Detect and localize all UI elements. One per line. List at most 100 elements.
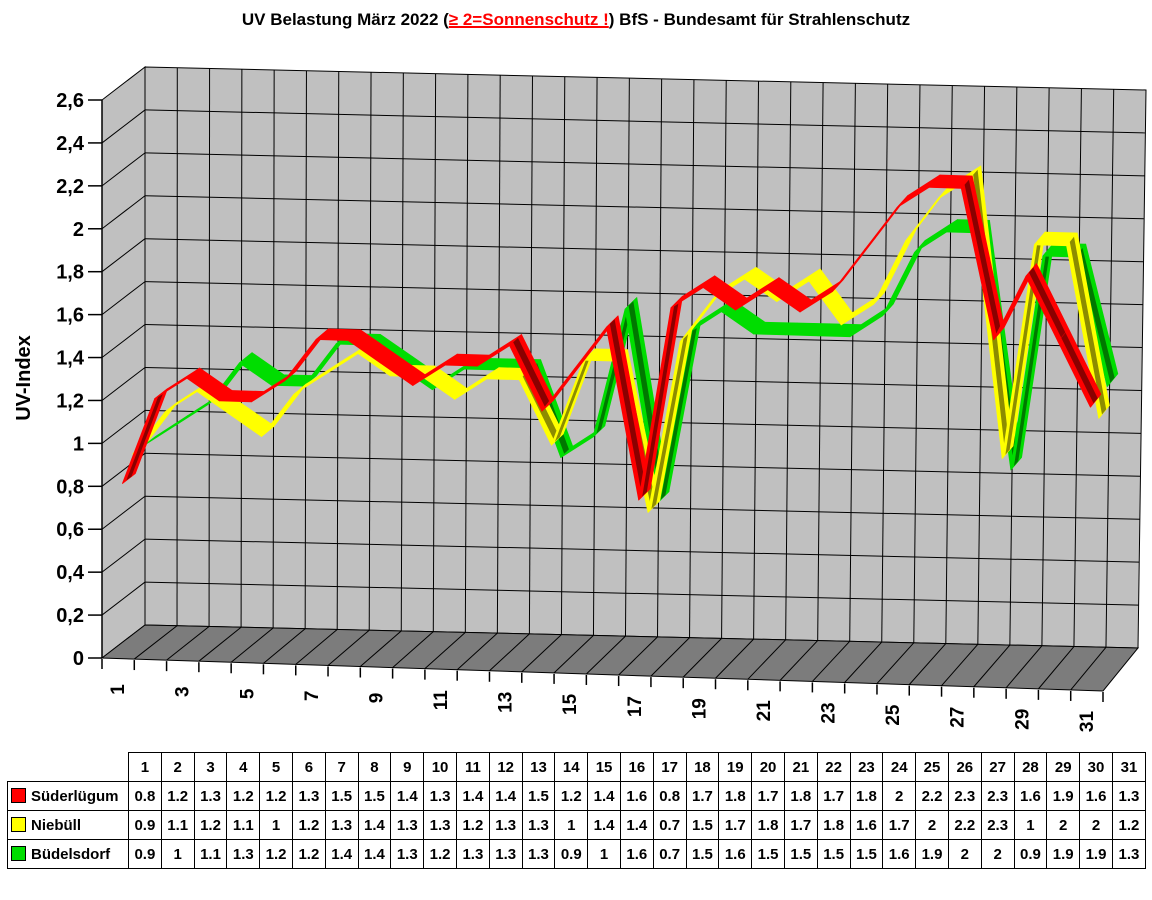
y-axis-tick-label: 2,6: [56, 90, 84, 112]
ribbon-side-face: [554, 352, 592, 442]
table-header-cell: 18: [685, 752, 720, 782]
x-axis-tick-label: 3: [173, 686, 194, 697]
table-value-cell: 1.2: [291, 810, 326, 840]
table-value-cell: 1.9: [1079, 839, 1113, 869]
table-value-cell: 1.6: [619, 839, 654, 869]
ribbon-side-face: [964, 179, 1002, 336]
table-value-cell: 0.9: [128, 810, 162, 840]
table-value-cell: 2: [1046, 810, 1081, 840]
table-value-cell: 0.9: [128, 839, 162, 869]
table-value-cell: 1.3: [226, 839, 261, 869]
table-value-cell: 1.5: [783, 839, 818, 869]
table-header-cell: 31: [1111, 752, 1147, 782]
uv-3d-chart: 0 0,2 0,4 0,6 0,8 1 1,2 1,4 1,6 1,8 2 2,2 2,4 2,6 1 3 5 7…: [13, 65, 1147, 733]
table-value-cell: 1.3: [324, 810, 359, 840]
y-axis-tick-label: 1,6: [56, 305, 84, 327]
table-header-cell: 29: [1046, 752, 1081, 782]
table-header-cell: 17: [652, 752, 687, 782]
table-row: Süderlügum 0.8 1.2 1.3 1.2 1.2 1.3 1.5 1.5 1.4 1.3…: [7, 781, 1147, 811]
ribbon-side-face: [1061, 332, 1098, 404]
y-axis-tick-label: 2,4: [56, 133, 85, 155]
y-axis-tick-label: 0,6: [56, 519, 84, 541]
x-axis-tick-label: 1: [108, 684, 129, 695]
table-value-cell: 1.7: [783, 810, 818, 840]
table-value-cell: 1.3: [1111, 839, 1147, 869]
table-value-cell: 0.9: [1013, 839, 1048, 869]
table-value-cell: 1.5: [521, 781, 556, 811]
table-header-cell: 8: [357, 752, 392, 782]
table-header-cell: 6: [291, 752, 326, 782]
table-value-cell: 1.9: [1046, 781, 1081, 811]
table-header-cell: 24: [882, 752, 917, 782]
table-value-cell: 1.3: [521, 810, 556, 840]
x-axis-tick-label: 9: [367, 693, 388, 704]
table-value-cell: 0.7: [652, 810, 687, 840]
table-header-cell: 12: [488, 752, 523, 782]
chart-title-prefix: UV Belastung März 2022 (: [241, 10, 449, 29]
chart-title-suffix: ) BfS - Bundesamt für Strahlenschutz: [608, 10, 911, 29]
table-header-cell: 19: [718, 752, 753, 782]
table-value-cell: 1.6: [718, 839, 753, 869]
table-header-cell: 23: [849, 752, 884, 782]
table-value-cell: 2: [915, 810, 949, 840]
y-axis-tick-label: 0: [73, 648, 84, 670]
x-axis-tick-label: 13: [496, 692, 517, 713]
series-swatch: [11, 787, 26, 803]
table-header-cell: 13: [521, 752, 556, 782]
table-value-cell: 1.3: [390, 810, 425, 840]
y-axis-tick-label: 2,2: [56, 176, 84, 198]
table-value-cell: 1.3: [1111, 781, 1147, 811]
y-axis-tick-label: 1,2: [56, 390, 84, 412]
table-value-cell: 1.2: [554, 781, 589, 811]
table-header-row: 1 2 3 4 5 6 7 8 9 10 11 12 13 14 15 16 17 18 19 20 21 22 23 24 2…: [8, 752, 1147, 782]
table-value-cell: 1.8: [751, 810, 785, 840]
table-header-cell: 21: [783, 752, 818, 782]
table-header-cell: 1: [128, 752, 162, 782]
table-value-cell: 1.4: [619, 810, 654, 840]
ribbon-side-face: [1078, 248, 1115, 383]
table-value-cell: 1.2: [1111, 810, 1147, 840]
table-header-cell: 20: [751, 752, 785, 782]
x-axis-tick-label: 17: [625, 696, 646, 717]
table-header-cell: 11: [455, 752, 490, 782]
data-table: 1 2 3 4 5 6 7 8 9 10 11 12 13 14 15 16 17 18 19 20 21 22 23 24 2…: [7, 752, 1147, 869]
table-row: Niebüll 0.9 1.1 1.2 1.1 1 1.2 1.3 1.4 1.3 1.3 1.2 1.…: [7, 810, 1147, 840]
table-value-cell: 1.2: [455, 810, 490, 840]
table-value-cell: 1.1: [160, 810, 195, 840]
table-header-cell: 2: [160, 752, 195, 782]
table-value-cell: 2: [947, 839, 982, 869]
table-header-cell: 26: [947, 752, 982, 782]
table-value-cell: 2: [882, 781, 917, 811]
table-header-cell: 10: [423, 752, 457, 782]
table-header-cell: 30: [1079, 752, 1113, 782]
series-label-cell: Niebüll: [7, 810, 129, 840]
chart-title: UV Belastung März 2022 (≥ 2=Sonnenschutz…: [0, 10, 1152, 30]
table-value-cell: 1.6: [1013, 781, 1048, 811]
table-header-cell: 14: [554, 752, 589, 782]
table-value-cell: 1.7: [685, 781, 720, 811]
table-value-cell: 1.3: [488, 810, 523, 840]
table-value-cell: 1.4: [357, 810, 392, 840]
series-swatch: [11, 816, 26, 832]
table-header-cell: 15: [587, 752, 621, 782]
ribbon-side-face: [660, 324, 698, 500]
table-header-cell: 28: [1013, 752, 1048, 782]
table-value-cell: 1.7: [751, 781, 785, 811]
table-value-cell: 1.4: [587, 810, 621, 840]
table-header-cell: 27: [980, 752, 1015, 782]
x-axis-tick-label: 31: [1077, 711, 1098, 733]
table-value-cell: 1.3: [423, 781, 457, 811]
y-axis-tick-label: 0,8: [56, 476, 84, 498]
table-value-cell: 1.4: [587, 781, 621, 811]
series-label-cell: Büdelsdorf: [7, 839, 129, 869]
table-value-cell: 1.4: [455, 781, 490, 811]
table-value-cell: 1.5: [685, 839, 720, 869]
table-header-cell: 25: [915, 752, 949, 782]
table-value-cell: 1.5: [357, 781, 392, 811]
table-value-cell: 1.5: [816, 839, 851, 869]
table-value-cell: 1.2: [193, 810, 228, 840]
table-value-cell: 1.3: [488, 839, 523, 869]
ribbon-side-face: [651, 333, 689, 509]
table-value-cell: 1: [1013, 810, 1048, 840]
